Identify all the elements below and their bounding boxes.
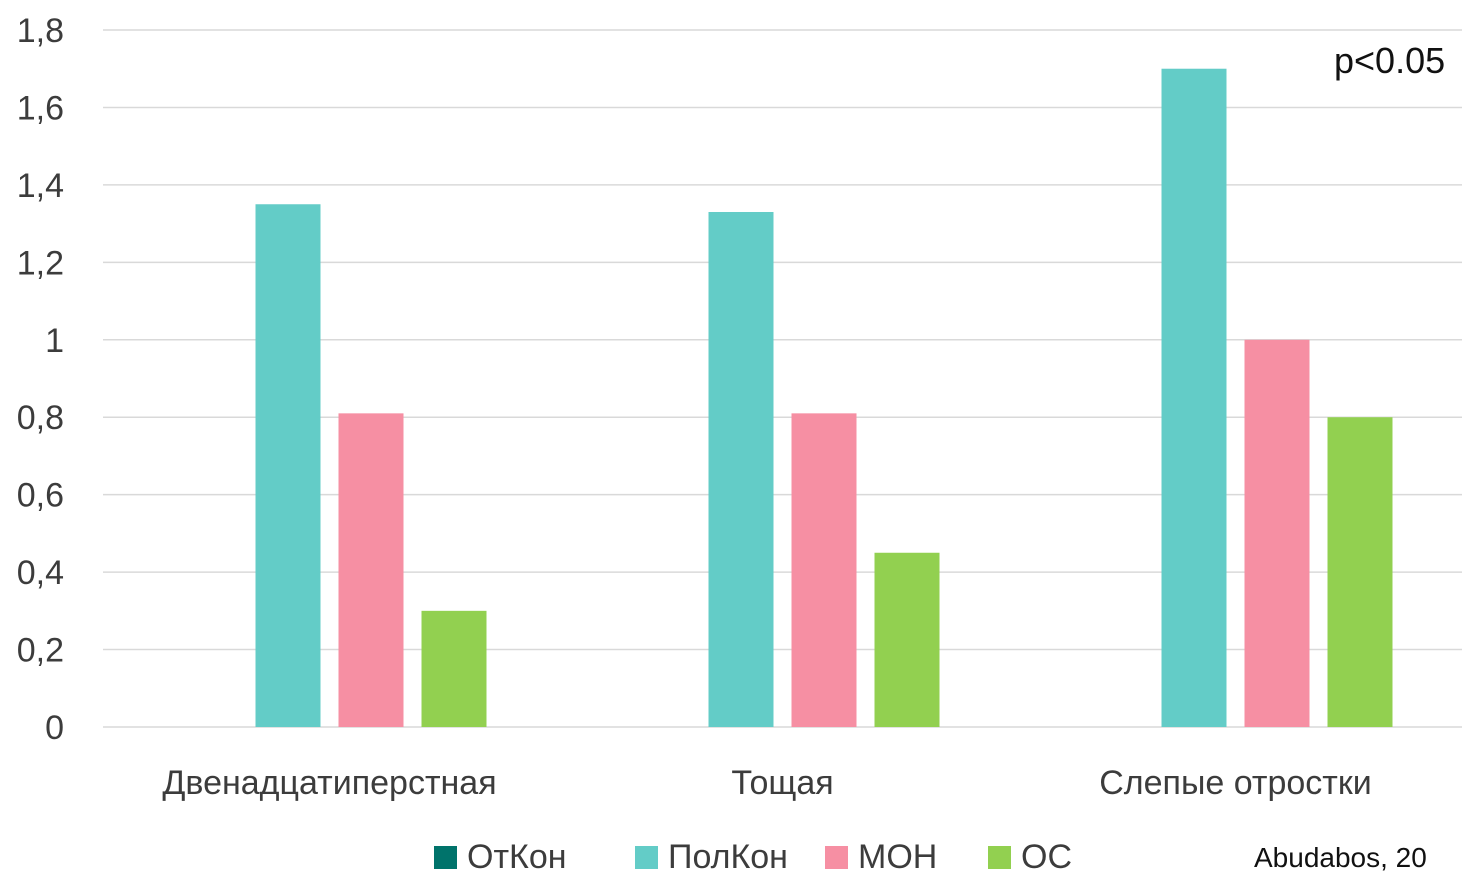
- legend-label: ПолКон: [668, 838, 788, 873]
- legend: ОтКон ПолКон МОН ОС: [434, 838, 1072, 873]
- bar: [1244, 339, 1310, 727]
- y-tick-label: 0,2: [17, 632, 64, 670]
- y-tick-label: 1,4: [17, 167, 64, 205]
- y-tick-label: 1,8: [17, 12, 64, 50]
- x-category-label: Двенадцатиперстная: [162, 764, 496, 802]
- legend-swatch: [988, 846, 1011, 869]
- x-category-label: Слепые отростки: [1099, 764, 1372, 802]
- bars: [255, 68, 1393, 727]
- bar: [421, 610, 487, 727]
- bar: [874, 552, 940, 727]
- x-category-label: Тощая: [731, 764, 833, 802]
- bar: [1327, 417, 1393, 727]
- y-tick-label: 1: [45, 322, 64, 360]
- bar: [1161, 68, 1227, 727]
- legend-label: ОС: [1021, 838, 1072, 873]
- y-tick-label: 1,2: [17, 244, 64, 282]
- x-axis-categories: Двенадцатиперстная Тощая Слепые отростки: [162, 764, 1371, 802]
- y-axis-ticks: 0 0,2 0,4 0,6 0,8 1 1,2 1,4 1,6 1,8: [17, 12, 64, 747]
- y-tick-label: 0,8: [17, 399, 64, 437]
- bar: [708, 211, 774, 727]
- source-label: Abudabos, 20: [1254, 842, 1427, 873]
- legend-label: МОН: [858, 838, 937, 873]
- bar: [338, 413, 404, 727]
- legend-swatch: [434, 846, 457, 869]
- legend-swatch: [635, 846, 658, 869]
- bar: [791, 413, 857, 727]
- bar: [255, 204, 321, 727]
- y-tick-label: 0,6: [17, 477, 64, 515]
- legend-swatch: [825, 846, 848, 869]
- gridlines: [103, 29, 1462, 728]
- y-tick-label: 0: [45, 709, 64, 747]
- legend-label: ОтКон: [467, 838, 567, 873]
- y-tick-label: 0,4: [17, 554, 64, 592]
- y-tick-label: 1,6: [17, 89, 64, 127]
- significance-annotation: p<0.05: [1334, 40, 1445, 81]
